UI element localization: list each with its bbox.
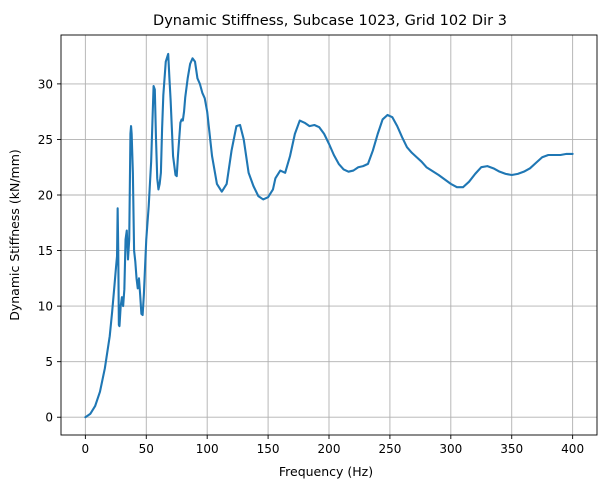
x-axis-label: Frequency (Hz) xyxy=(279,464,373,479)
x-tick-label: 150 xyxy=(257,442,280,456)
series-line xyxy=(84,52,574,419)
x-tick-label: 250 xyxy=(378,442,401,456)
y-tick-label: 20 xyxy=(38,189,53,203)
axis-ticks: 0 50 100 150 200 250 300 350 400 0 5 10 15 20 25 30 xyxy=(38,77,584,456)
y-tick-label: 10 xyxy=(38,300,53,314)
x-tick-label: 200 xyxy=(318,442,341,456)
x-tick-label: 300 xyxy=(439,442,462,456)
y-tick-label: 25 xyxy=(38,133,53,147)
y-tick-label: 30 xyxy=(38,77,53,91)
x-tick-label: 0 xyxy=(82,442,90,456)
y-axis-label: Dynamic Stiffness (kN/mm) xyxy=(7,149,22,321)
series-layer xyxy=(84,52,574,419)
grid xyxy=(61,35,597,435)
y-tick-label: 5 xyxy=(45,355,53,369)
x-tick-label: 100 xyxy=(196,442,219,456)
y-tick-label: 0 xyxy=(45,411,53,425)
x-tick-label: 50 xyxy=(139,442,154,456)
y-tick-label: 15 xyxy=(38,244,53,258)
x-tick-label: 350 xyxy=(500,442,523,456)
x-tick-label: 400 xyxy=(561,442,584,456)
chart-title: Dynamic Stiffness, Subcase 1023, Grid 10… xyxy=(153,13,507,29)
